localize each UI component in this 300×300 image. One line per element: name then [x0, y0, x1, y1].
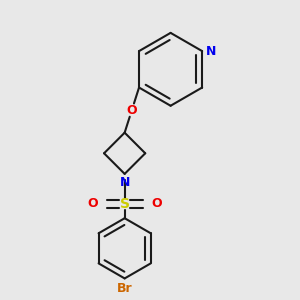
- Text: N: N: [119, 176, 130, 189]
- Text: N: N: [206, 45, 216, 58]
- Text: O: O: [127, 103, 137, 117]
- Text: O: O: [151, 197, 162, 211]
- Text: O: O: [88, 197, 98, 211]
- Text: Br: Br: [117, 282, 133, 295]
- Text: S: S: [120, 197, 130, 211]
